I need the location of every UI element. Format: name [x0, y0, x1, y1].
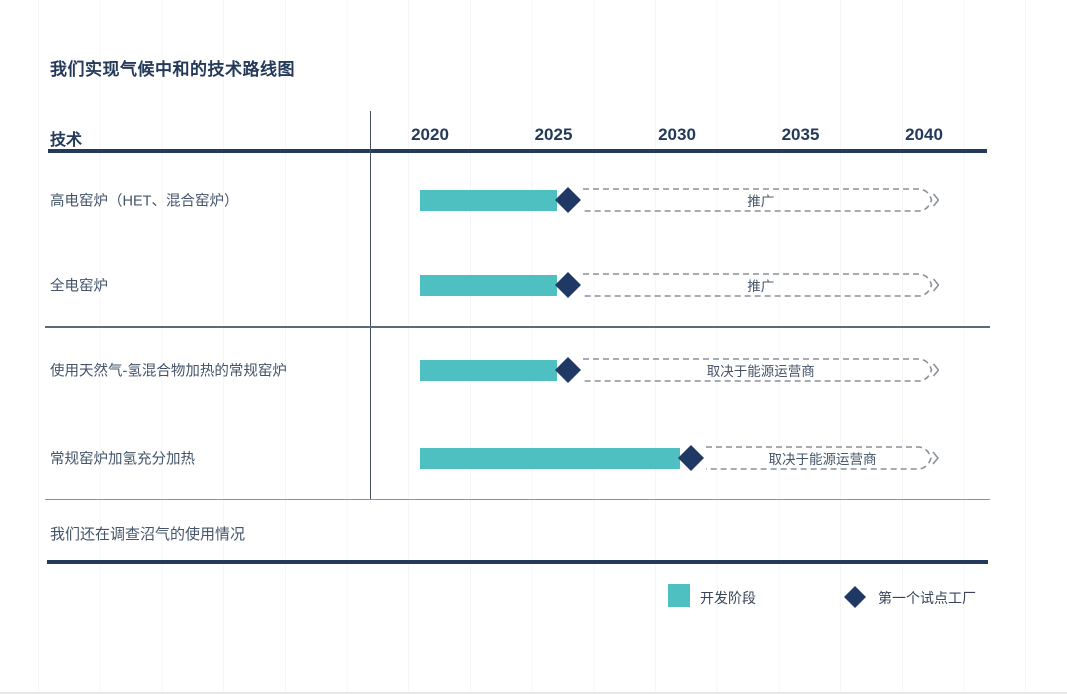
outlook-dashed-arrow: 推广 [582, 185, 939, 215]
pilot-plant-diamond-icon [554, 186, 582, 214]
legend-development-label: 开发阶段 [700, 590, 756, 606]
outlook-arrow-label: 取决于能源运营商 [768, 452, 877, 467]
row-label: 全电窑炉 [50, 278, 108, 295]
row-label: 高电窑炉（HET、混合窑炉） [50, 193, 239, 210]
outlook-dashed-arrow: 取决于能源运营商 [582, 355, 939, 385]
tech-column-header: 技术 [50, 132, 83, 149]
header-rule [48, 149, 987, 153]
row-label: 使用天然气-氢混合物加热的常规窑炉 [50, 363, 287, 380]
legend-pilot-label: 第一个试点工厂 [878, 590, 976, 606]
year-tick-2020: 2020 [411, 125, 449, 144]
development-bar [420, 189, 557, 211]
chart-footer-divider [45, 499, 990, 500]
group-divider [45, 326, 990, 328]
legend-pilot-diamond-icon [843, 585, 867, 609]
year-tick-2035: 2035 [781, 125, 820, 144]
year-tick-2040: 2040 [905, 125, 943, 144]
column-divider [370, 111, 371, 500]
outlook-arrow-label: 推广 [747, 279, 775, 294]
year-tick-2025: 2025 [534, 125, 573, 144]
bottom-rule [47, 560, 988, 564]
outlook-dashed-arrow: 推广 [582, 270, 939, 300]
development-bar [420, 359, 557, 381]
legend-development-swatch [668, 584, 690, 607]
footnote: 我们还在调查沼气的使用情况 [50, 526, 246, 543]
outlook-arrow-label: 取决于能源运营商 [706, 364, 815, 379]
page-title: 我们实现气候中和的技术路线图 [50, 60, 295, 79]
pilot-plant-diamond-icon [554, 271, 582, 299]
development-bar [420, 274, 557, 296]
pilot-plant-diamond-icon [554, 356, 582, 384]
outlook-dashed-arrow: 取决于能源运营商 [706, 443, 939, 473]
outlook-arrow-label: 推广 [747, 194, 775, 209]
row-label: 常规窑炉加氢充分加热 [50, 451, 195, 468]
development-bar [420, 447, 680, 469]
year-tick-2030: 2030 [658, 125, 696, 144]
pilot-plant-diamond-icon [677, 444, 705, 472]
